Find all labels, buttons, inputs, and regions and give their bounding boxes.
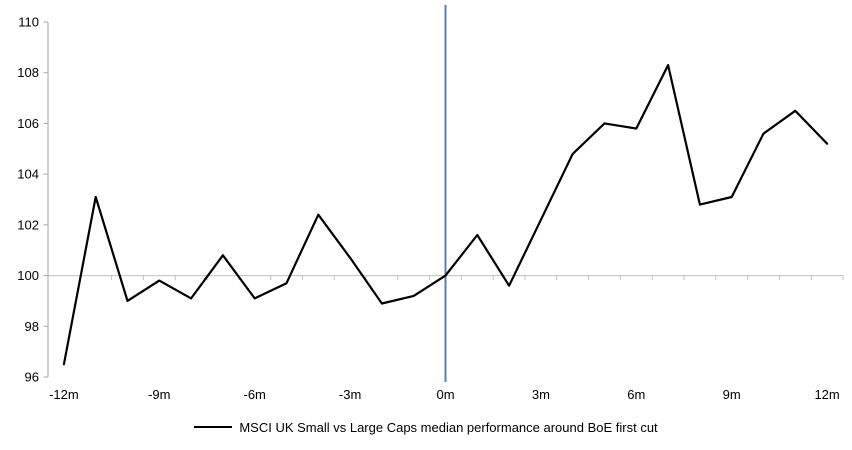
y-axis-tick-label: 104 [17, 167, 39, 182]
y-axis-tick-label: 100 [17, 268, 39, 283]
x-axis-tick-label: 6m [627, 387, 645, 402]
legend-line-swatch [194, 426, 233, 428]
data-series-group [62, 63, 829, 366]
x-axis-labels-group: -12m -9m -6m -3m 0m 3m 6m 9m 12m [49, 387, 840, 402]
series-line [62, 63, 829, 366]
x-axis-tick-label: -3m [339, 387, 361, 402]
x-axis-tick-label: -6m [244, 387, 266, 402]
x-axis-tick-label: -12m [49, 387, 79, 402]
y-axis-tick-label: 110 [18, 15, 39, 30]
x-axis-tick-label: 12m [814, 387, 839, 402]
x-axis-tick-label: 0m [436, 387, 454, 402]
y-axis-tick-label: 108 [17, 65, 39, 80]
legend-label: MSCI UK Small vs Large Caps median perfo… [239, 419, 658, 435]
x-axis-tick-label: 3m [532, 387, 550, 402]
x-axis-tick-label: 9m [723, 387, 741, 402]
y-axis-tick-label: 102 [17, 217, 39, 232]
y-axis-tick-label: 106 [17, 116, 39, 131]
y-axis-group [43, 21, 49, 378]
y-axis-labels-group: 96 98 100 102 104 106 108 110 [17, 15, 39, 385]
y-axis-tick-label: 98 [25, 319, 39, 334]
legend: MSCI UK Small vs Large Caps median perfo… [0, 418, 852, 436]
y-axis-tick-label: 96 [25, 370, 39, 385]
x-axis-tick-label: -9m [148, 387, 170, 402]
